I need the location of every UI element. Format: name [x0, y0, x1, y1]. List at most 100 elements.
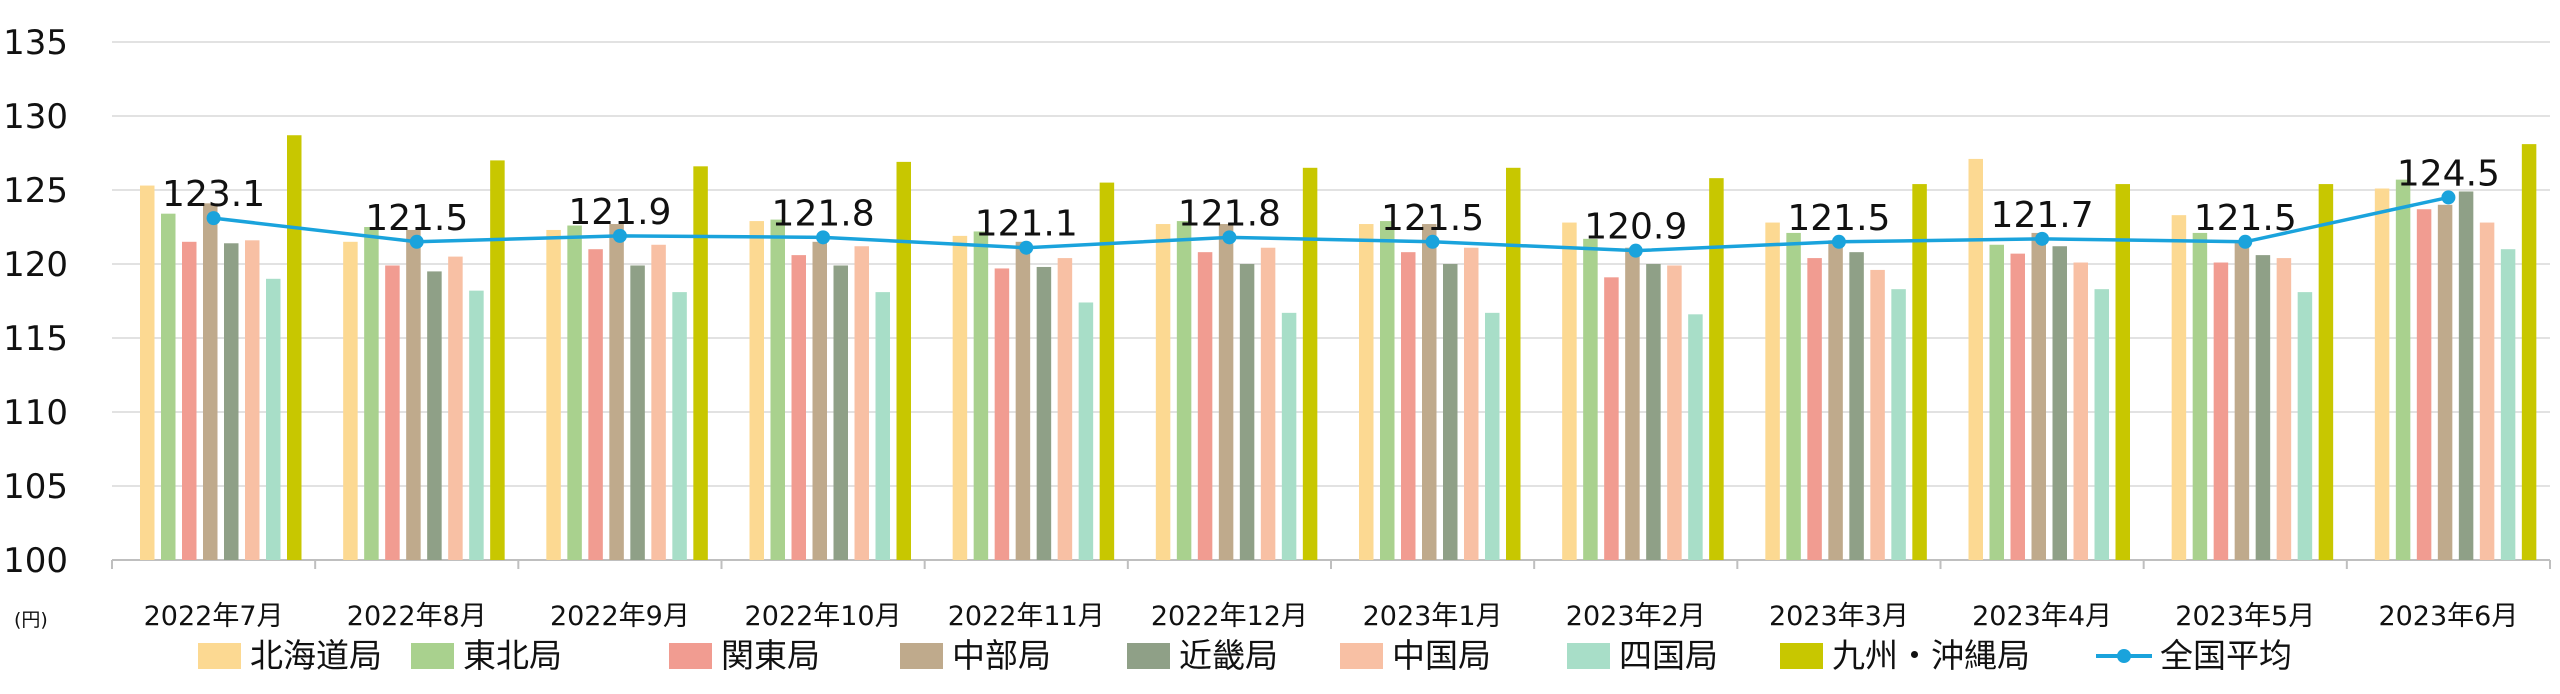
bar-関東局 — [182, 241, 197, 561]
bar-四国局 — [2500, 249, 2516, 560]
bar-九州・沖縄局 — [2521, 144, 2537, 560]
average-point — [409, 234, 424, 249]
bar-中部局 — [1828, 240, 1843, 560]
legend-label: 関東局 — [721, 636, 820, 675]
bar-東北局 — [1786, 232, 1801, 561]
bar-九州・沖縄局 — [896, 161, 911, 560]
bar-中部局 — [2031, 232, 2046, 561]
bar-東北局 — [567, 225, 582, 560]
bar-四国局 — [875, 292, 890, 560]
bar-中国局 — [1870, 269, 1885, 560]
legend-swatch-四国局 — [1567, 643, 1610, 669]
legend-swatch-北海道局 — [198, 643, 241, 669]
bar-東北局 — [1380, 221, 1395, 560]
bar-中部局 — [2437, 204, 2453, 561]
average-point — [1222, 230, 1237, 245]
legend-label: 北海道局 — [250, 636, 382, 675]
bar-中国局 — [1464, 247, 1479, 560]
y-tick-label: 110 — [3, 393, 68, 433]
bar-関東局 — [791, 255, 806, 560]
unit-label: (円) — [14, 609, 48, 631]
average-data-label: 121.9 — [568, 192, 671, 233]
bar-中部局 — [1422, 224, 1437, 561]
bar-四国局 — [1281, 312, 1297, 560]
bar-九州・沖縄局 — [490, 160, 505, 560]
average-data-label: 123.1 — [162, 174, 265, 215]
y-axis: 100 105 110 115 120 125 130 135 — [3, 23, 68, 581]
bar-四国局 — [2297, 292, 2313, 560]
legend-label: 東北局 — [463, 636, 562, 675]
bar-中国局 — [1667, 265, 1682, 560]
legend-label: 中国局 — [1392, 636, 1491, 675]
x-category-label: 2023年4月 — [1972, 601, 2112, 632]
bar-近畿局 — [427, 271, 442, 560]
bar-中部局 — [2234, 240, 2250, 560]
bar-九州・沖縄局 — [1709, 178, 1724, 560]
average-data-label: 121.8 — [772, 193, 875, 234]
bar-北海道局 — [2374, 188, 2390, 560]
average-data-label: 121.7 — [1991, 195, 2094, 236]
y-tick-label: 125 — [3, 171, 68, 211]
bar-中国局 — [1260, 247, 1276, 560]
bar-中国局 — [854, 246, 869, 561]
average-point — [2035, 231, 2050, 246]
bar-関東局 — [2010, 253, 2025, 560]
bar-北海道局 — [1765, 222, 1780, 560]
legend-swatch-関東局 — [669, 643, 712, 669]
average-point — [206, 211, 221, 226]
bar-東北局 — [364, 227, 379, 560]
x-category-label: 2023年2月 — [1566, 601, 1706, 632]
bar-四国局 — [1078, 302, 1094, 560]
average-point — [1425, 234, 1440, 249]
bar-東北局 — [1176, 221, 1192, 560]
bar-四国局 — [1688, 314, 1703, 560]
bar-九州・沖縄局 — [1506, 167, 1521, 561]
bar-中部局 — [1015, 241, 1031, 561]
bar-北海道局 — [2171, 215, 2187, 560]
average-data-label: 121.5 — [365, 198, 468, 239]
legend-swatch-東北局 — [411, 643, 454, 669]
legend-label: 四国局 — [1619, 636, 1718, 675]
average-line-series: 123.1 121.5 121.9 121.8 121.1 121.8 121.5 120.9… — [162, 153, 2500, 258]
bar-近畿局 — [2458, 191, 2474, 561]
y-tick-label: 135 — [3, 23, 68, 63]
x-category-label: 2023年6月 — [2378, 601, 2518, 632]
bar-近畿局 — [1443, 264, 1458, 560]
average-point — [2441, 190, 2456, 205]
average-data-label: 124.5 — [2397, 153, 2500, 194]
bar-近畿局 — [1849, 252, 1864, 560]
bar-中部局 — [203, 203, 218, 560]
bar-北海道局 — [343, 241, 358, 561]
average-data-label: 121.5 — [1787, 198, 1890, 239]
legend-swatch-中部局 — [900, 643, 943, 669]
bar-北海道局 — [952, 235, 968, 560]
bar-近畿局 — [1036, 266, 1052, 560]
bar-中国局 — [245, 240, 260, 560]
bar-四国局 — [2094, 289, 2109, 560]
average-point — [816, 230, 831, 245]
average-data-label: 121.5 — [2194, 198, 2297, 239]
bar-北海道局 — [546, 229, 561, 560]
legend-swatch-中国局 — [1340, 643, 1383, 669]
average-data-label: 121.1 — [975, 204, 1078, 245]
bar-北海道局 — [1155, 224, 1171, 561]
bar-東北局 — [161, 213, 176, 560]
y-tick-label: 130 — [3, 97, 68, 137]
bar-中国局 — [651, 244, 666, 560]
x-category-label: 2023年1月 — [1363, 601, 1503, 632]
bar-中部局 — [1625, 247, 1640, 560]
x-category-label: 2022年8月 — [347, 601, 487, 632]
bar-九州・沖縄局 — [1912, 184, 1927, 560]
bar-九州・沖縄局 — [287, 135, 302, 561]
bar-四国局 — [266, 278, 281, 560]
legend-swatch-近畿局 — [1127, 643, 1170, 669]
average-point — [1831, 234, 1846, 249]
bar-九州・沖縄局 — [2318, 184, 2334, 560]
bar-北海道局 — [749, 221, 764, 560]
bar-東北局 — [973, 231, 989, 560]
bar-中部局 — [812, 241, 827, 561]
bar-東北局 — [2395, 179, 2411, 560]
bar-東北局 — [770, 219, 785, 560]
bar-四国局 — [469, 290, 484, 560]
